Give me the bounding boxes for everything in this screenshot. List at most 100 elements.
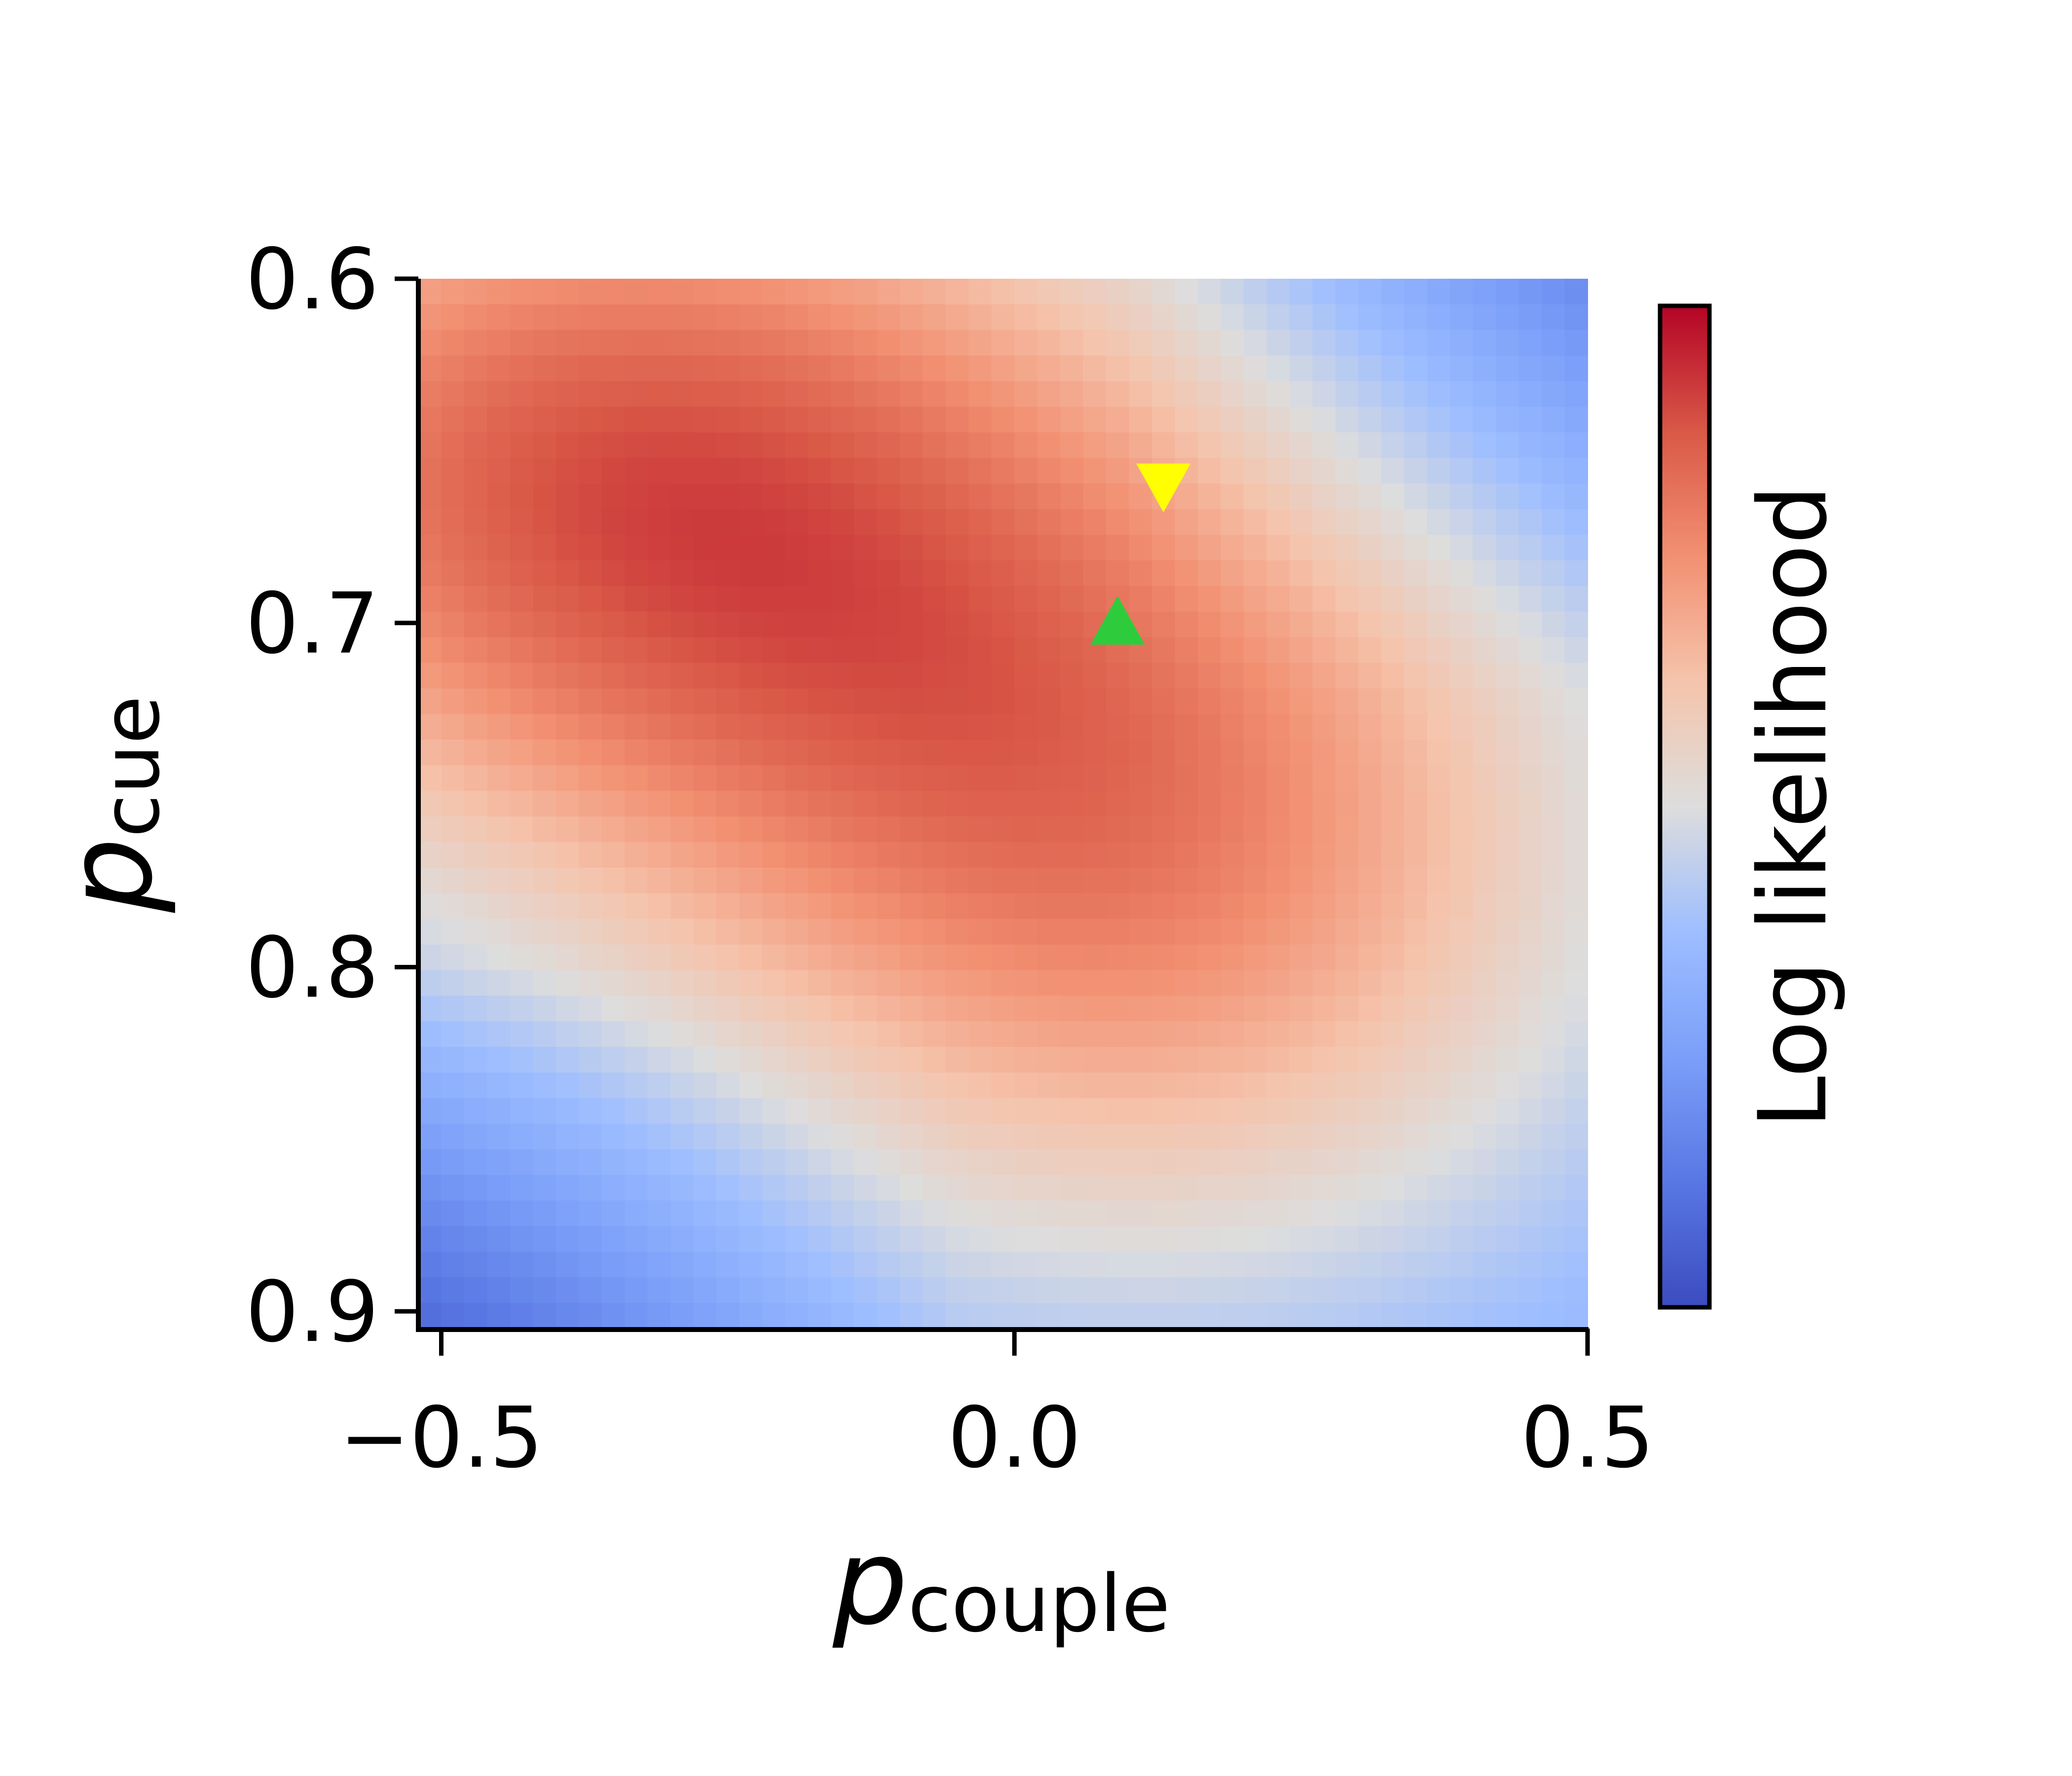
heatmap-cell [647,740,671,766]
heatmap-cell [1243,458,1267,484]
heatmap-cell [1450,1252,1474,1278]
heatmap-cell [579,1021,602,1048]
heatmap-cell [808,944,832,971]
heatmap-cell [487,1073,511,1099]
heatmap-cell [1083,893,1107,920]
heatmap-cell [1243,355,1267,382]
heatmap-cell [1450,1098,1474,1124]
heatmap-cell [808,919,832,945]
heatmap-cell [1542,560,1565,587]
heatmap-cell [418,407,442,433]
heatmap-cell [808,586,832,612]
heatmap-cell [877,560,900,587]
heatmap-cell [601,919,626,945]
heatmap-cell [1266,586,1290,612]
heatmap-cell [739,637,763,664]
heatmap-cell [1060,842,1084,868]
heatmap-cell [716,1252,740,1278]
heatmap-cell [464,944,488,971]
heatmap-cell [716,304,740,331]
heatmap-cell [1221,535,1244,561]
heatmap-cell [831,663,854,689]
heatmap-cell [808,560,832,587]
heatmap-cell [510,688,534,715]
heatmap-cell [1266,893,1290,920]
heatmap-cell [1152,1175,1176,1201]
heatmap-cell [853,970,878,997]
heatmap-cell [1083,919,1107,945]
heatmap-cell [555,586,580,612]
heatmap-cell [693,355,717,382]
heatmap-cell [418,1200,442,1227]
heatmap-cell [647,944,671,971]
heatmap-cell [785,1123,809,1150]
heatmap-cell [853,304,878,331]
heatmap-cell [1450,483,1474,510]
heatmap-cell [1221,867,1244,894]
heatmap-cell [853,1277,878,1304]
heatmap-cell [923,483,946,510]
heatmap-cell [1198,355,1221,382]
heatmap-cell [1450,791,1474,817]
heatmap-cell [1312,381,1336,407]
heatmap-cell [1152,1252,1176,1278]
heatmap-cell [968,1021,992,1048]
heatmap-cell [1129,1149,1153,1176]
heatmap-cell [601,1047,626,1073]
heatmap-cell [899,1149,924,1176]
heatmap-cell [1266,1252,1290,1278]
heatmap-cell [1542,483,1565,510]
heatmap-cell [877,919,900,945]
heatmap-cell [487,1149,511,1176]
heatmap-cell [1289,535,1313,561]
heatmap-cell [1014,919,1038,945]
heatmap-cell [1243,535,1267,561]
heatmap-cell [968,970,992,997]
heatmap-cell [991,663,1015,689]
heatmap-cell [693,483,717,510]
heatmap-cell [441,560,465,587]
heatmap-cell [1381,1175,1405,1201]
heatmap-cell [1312,1252,1336,1278]
heatmap-cell [464,483,488,510]
heatmap-cell [808,1226,832,1253]
heatmap-cell [899,279,924,305]
heatmap-cell [487,740,511,766]
heatmap-cell [1496,816,1519,843]
y-axis-label: pcue [40,696,179,913]
heatmap-cell [1518,663,1543,689]
heatmap-cell [1198,535,1221,561]
heatmap-cell [693,1200,717,1227]
heatmap-cell [923,791,946,817]
heatmap-cell [1221,355,1244,382]
heatmap-cell [1404,765,1428,791]
heatmap-cell [739,944,763,971]
heatmap-cell [1198,663,1221,689]
heatmap-cell [1427,1200,1451,1227]
heatmap-cell [1060,637,1084,664]
heatmap-cell [1518,1226,1543,1253]
heatmap-cell [808,1123,832,1150]
heatmap-cell [1518,483,1543,510]
heatmap-cell [877,1073,900,1099]
heatmap-cell [1564,1175,1588,1201]
heatmap-cell [464,279,488,305]
heatmap-cell [625,611,648,638]
heatmap-cell [1266,1073,1290,1099]
heatmap-cell [487,714,511,740]
heatmap-cell [1106,483,1130,510]
heatmap-cell [1564,816,1588,843]
heatmap-cell [1450,560,1474,587]
heatmap-cell [968,893,992,920]
heatmap-cell [601,560,626,587]
heatmap-cell [853,1073,878,1099]
heatmap-cell [1083,1226,1107,1253]
heatmap-cell [487,1200,511,1227]
heatmap-cell [1083,1149,1107,1176]
heatmap-cell [647,1098,671,1124]
heatmap-cell [899,381,924,407]
heatmap-cell [1381,688,1405,715]
heatmap-cell [1564,432,1588,459]
heatmap-cell [579,535,602,561]
heatmap-cell [877,791,900,817]
